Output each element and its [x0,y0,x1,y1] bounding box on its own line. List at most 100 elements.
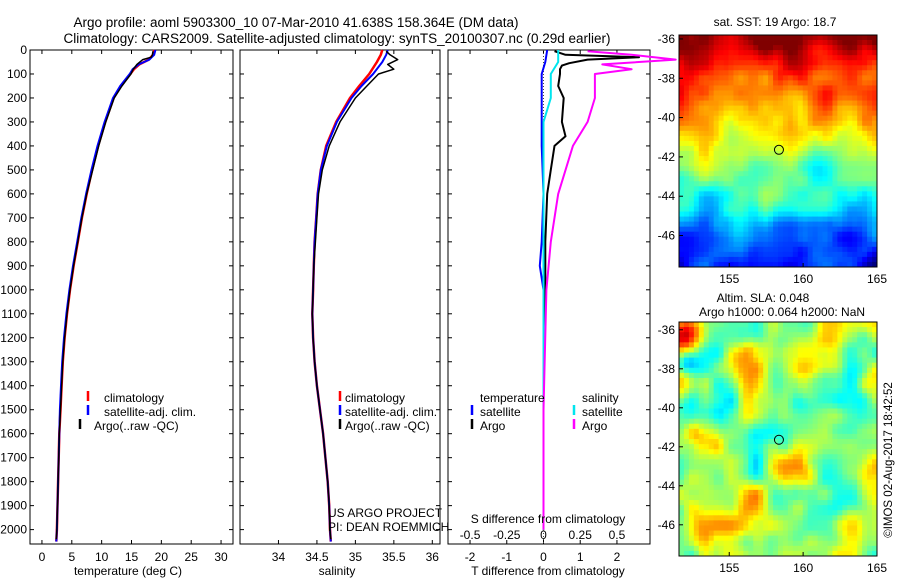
map-cell [802,261,809,268]
map-cell [817,85,823,91]
map-cell [703,45,710,51]
map-cell [852,216,858,223]
map-cell [857,135,863,142]
map-cell [842,550,848,557]
map-x-tick-label: 160 [793,272,813,286]
temperature-panel: 0100200300400500600700800900100011001200… [0,43,234,564]
map-cell [847,423,853,430]
map-cell [713,85,719,91]
map-cell [763,241,769,248]
map-cell [837,125,843,132]
map-cell [698,327,705,333]
map-cell [728,489,734,496]
map-cell [812,408,818,414]
map-cell [792,530,799,537]
map-cell [842,50,848,56]
map-cell [817,156,823,162]
map-cell [857,115,863,122]
map-cell [812,90,818,96]
map-cell [832,398,838,404]
map-cell [728,115,734,122]
map-cell [713,489,719,496]
map-cell [852,418,858,425]
map-cell [768,45,774,51]
map-cell [708,60,715,66]
map-cell [703,322,710,328]
map-cell [748,45,754,51]
map-cell [743,408,749,414]
map-cell [867,454,873,460]
map-cell [738,393,744,399]
x-tick-label: 10 [95,550,109,564]
s-tick-label: 0 [540,528,547,542]
map-cell [728,388,734,394]
map-cell [782,65,789,71]
map-cell [862,327,868,333]
map-cell [872,459,878,465]
map-cell [728,156,734,162]
map-cell [802,530,809,537]
map-cell [837,540,843,547]
map-cell [713,535,719,542]
map-cell [693,525,700,531]
map-cell [723,226,729,233]
map-cell [683,362,690,369]
map-cell [718,35,724,41]
map-cell [817,550,823,557]
map-cell [867,241,873,248]
map-cell [847,428,853,435]
map-cell [787,474,794,481]
map-cell [792,256,799,263]
map-cell [847,75,853,81]
map-cell [688,100,695,107]
map-cell [688,236,695,243]
sla-map-title: Altim. SLA: 0.048 [717,291,810,305]
map-cell [683,95,690,101]
map-cell [758,55,764,61]
map-cell [693,130,700,137]
map-cell [723,367,729,374]
map-cell [679,100,685,107]
map-cell [872,428,878,435]
map-cell [797,201,804,207]
map-cell [797,423,804,430]
map-cell [763,206,769,212]
map-cell [688,484,695,491]
map-cell [679,120,685,127]
map-cell [822,398,828,404]
map-cell [872,449,878,455]
map-cell [872,35,878,41]
map-cell [782,383,789,389]
map-cell [857,70,863,76]
map-cell [832,211,838,217]
map-cell [802,494,809,501]
map-cell [802,377,809,384]
map-cell [688,246,695,253]
map-cell [748,332,754,338]
map-cell [763,444,769,450]
map-cell [723,494,729,501]
map-cell [822,55,828,61]
map-cell [733,70,739,76]
map-cell [698,474,705,481]
map-cell [817,90,823,96]
map-cell [787,246,794,253]
map-cell [857,231,863,238]
map-cell [708,171,715,177]
map-cell [763,327,769,333]
map-cell [773,151,779,157]
map-cell [842,408,848,414]
map-cell [787,332,794,338]
map-cell [857,120,863,127]
map-cell [733,383,739,389]
map-cell [832,342,838,348]
map-cell [748,65,754,71]
map-cell [679,105,685,112]
map-cell [857,40,863,46]
map-cell [738,322,744,328]
map-cell [688,60,695,66]
map-cell [778,540,784,547]
map-cell [703,540,710,547]
map-cell [688,95,695,101]
map-cell [797,191,804,197]
